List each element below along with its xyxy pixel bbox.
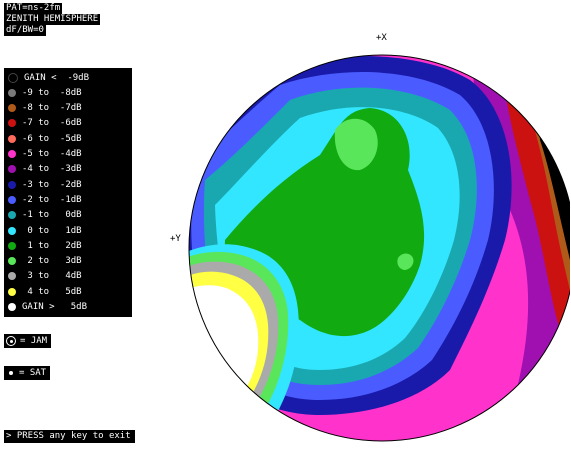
legend-row: GAIN > 5dB — [4, 300, 132, 315]
legend-row: -8 to -7dB — [4, 101, 132, 116]
gain-contour-map — [188, 54, 571, 442]
legend-label: 3 to 4dB — [22, 271, 82, 282]
legend-swatch-icon — [8, 104, 16, 113]
legend-swatch-icon — [8, 195, 16, 204]
legend-label: 1 to 2dB — [22, 240, 82, 251]
legend-swatch-icon — [8, 72, 18, 83]
contour-band-light-green-spot — [397, 253, 414, 270]
legend-row: 4 to 5dB — [4, 284, 132, 299]
legend-row: -2 to -1dB — [4, 192, 132, 207]
legend-row: -7 to -6dB — [4, 116, 132, 131]
sat-key: = SAT — [4, 366, 51, 380]
legend-label: -6 to -5dB — [22, 133, 82, 144]
legend-swatch-icon — [8, 241, 16, 250]
legend-row: 3 to 4dB — [4, 269, 132, 284]
axis-label-x: +X — [376, 33, 387, 43]
jam-key-label: = JAM — [20, 336, 48, 346]
legend-swatch-icon — [8, 165, 16, 174]
legend-label: -4 to -3dB — [22, 164, 82, 175]
legend-swatch-icon — [8, 287, 16, 296]
exit-prompt: > PRESS any key to exit — [4, 430, 135, 443]
gain-pattern-plot: +X +Y — [170, 30, 571, 445]
legend-swatch-icon — [8, 150, 16, 158]
hemisphere-label: ZENITH HEMISPHERE — [4, 14, 101, 25]
axis-label-y: +Y — [170, 234, 181, 244]
legend-row: -4 to -3dB — [4, 162, 132, 177]
legend-row: -9 to -8dB — [4, 85, 132, 100]
legend-row: -6 to -5dB — [4, 131, 132, 146]
legend-label: -7 to -6dB — [22, 118, 82, 129]
legend-label: -8 to -7dB — [22, 103, 82, 114]
legend-label: 4 to 5dB — [22, 286, 82, 297]
legend-swatch-icon — [8, 303, 16, 311]
legend-swatch-icon — [8, 134, 16, 143]
legend-row: -3 to -2dB — [4, 177, 132, 192]
legend-row: GAIN < -9dB — [4, 70, 132, 85]
legend-swatch-icon — [8, 226, 16, 235]
legend-label: 0 to 1dB — [22, 225, 82, 236]
sat-symbol-icon — [9, 371, 13, 375]
legend-label: -1 to 0dB — [22, 210, 82, 221]
gain-legend: GAIN < -9dB -9 to -8dB -8 to -7dB -7 to -6d… — [4, 68, 132, 317]
legend-row: -5 to -4dB — [4, 147, 132, 162]
contour-band-white — [189, 285, 259, 418]
legend-label: -3 to -2dB — [22, 179, 82, 190]
contour-band-light-green — [334, 118, 378, 171]
jam-key: = JAM — [4, 334, 52, 348]
legend-swatch-icon — [8, 180, 16, 189]
jam-symbol-icon — [6, 336, 16, 346]
legend-row: 2 to 3dB — [4, 254, 132, 269]
legend-swatch-icon — [8, 119, 16, 128]
legend-swatch-icon — [8, 88, 16, 97]
legend-row: 0 to 1dB — [4, 223, 132, 238]
legend-label: -9 to -8dB — [22, 87, 82, 98]
legend-row: 1 to 2dB — [4, 238, 132, 253]
legend-swatch-icon — [8, 211, 16, 220]
legend-label: -5 to -4dB — [22, 149, 82, 159]
legend-row: -1 to 0dB — [4, 208, 132, 223]
df-bw-label: dF/BW=0 — [4, 25, 46, 36]
legend-label: 2 to 3dB — [22, 256, 82, 267]
legend-label: GAIN > 5dB — [22, 302, 88, 312]
sat-key-label: = SAT — [19, 368, 47, 378]
legend-swatch-icon — [8, 272, 16, 281]
hemisphere-outline — [188, 54, 571, 442]
legend-swatch-icon — [8, 257, 16, 266]
pattern-name: PAT=ns-2fm — [4, 3, 63, 14]
legend-label: GAIN < -9dB — [24, 72, 90, 83]
legend-label: -2 to -1dB — [22, 194, 82, 205]
